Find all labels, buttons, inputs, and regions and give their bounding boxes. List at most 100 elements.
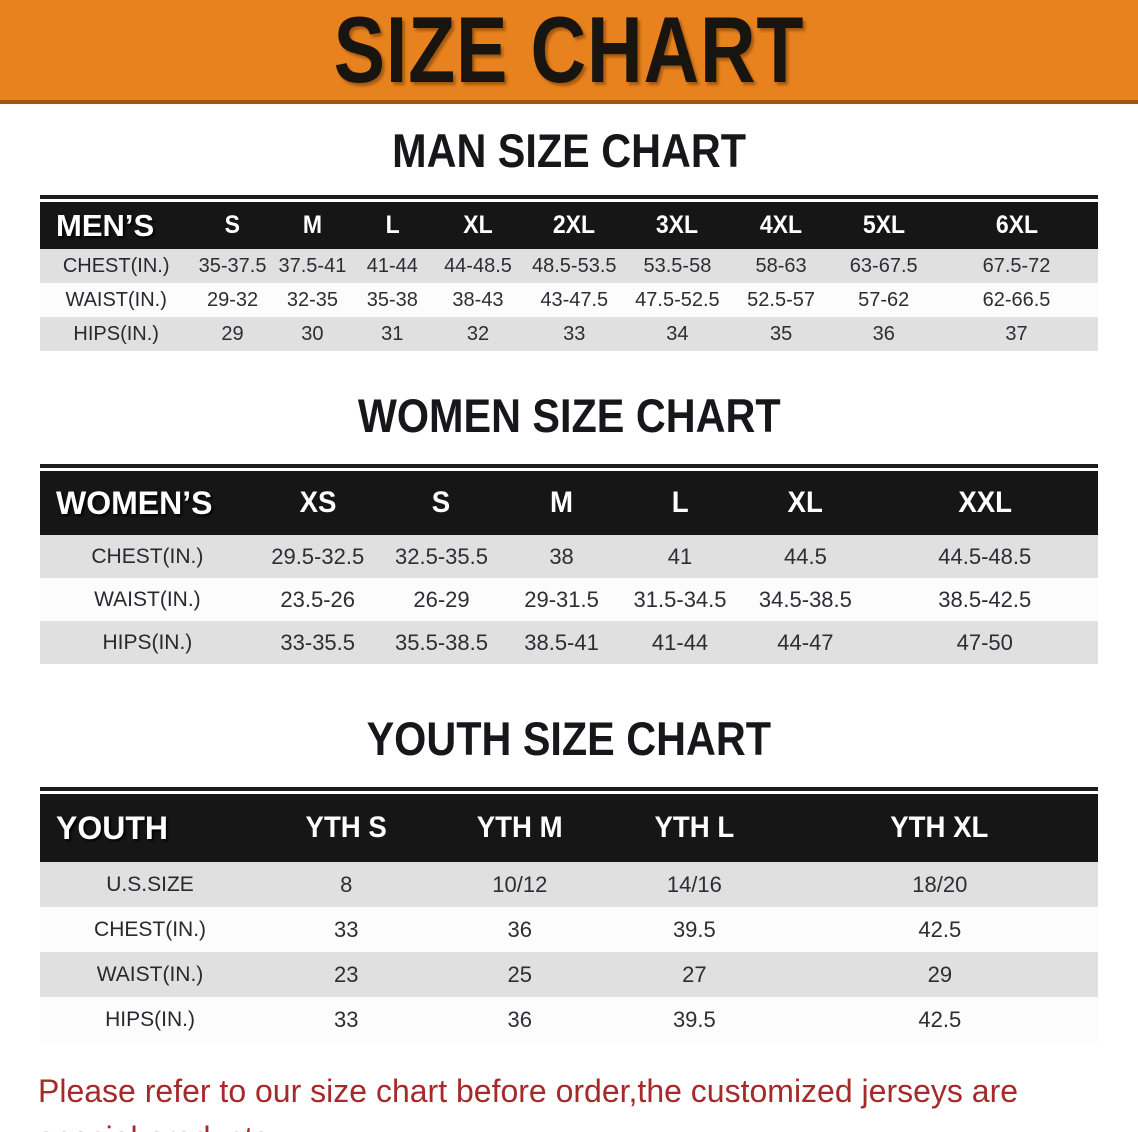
- table-row: WAIST(IN.) 23.5-26 26-29 29-31.5 31.5-34.5 34…: [40, 578, 1098, 621]
- size-value-cell: 39.5: [607, 907, 782, 952]
- column-header-label: XS: [299, 486, 337, 519]
- size-value-cell: 25: [432, 952, 608, 997]
- table-row: CHEST(IN.) 29.5-32.5 32.5-35.5 38 41 44.5 44.5…: [40, 535, 1098, 578]
- table-header-row: MEN’S S M L XL 2XL 3XL 4XL 5XL 6XL: [40, 202, 1098, 249]
- size-value-cell: 35-37.5: [192, 249, 273, 283]
- size-value-cell: 29-32: [192, 283, 273, 317]
- women-size-table: WOMEN’S XS S M L XL XXL CHEST(IN.) 29.5-32.5 32.5…: [40, 471, 1098, 664]
- women-heading-text: WOMEN SIZE CHART: [357, 389, 781, 442]
- column-header: M: [502, 471, 621, 535]
- table-group-label: MEN’S: [40, 202, 193, 249]
- column-header-label: YTH M: [476, 811, 563, 844]
- size-value-cell: 44-48.5: [432, 249, 524, 283]
- size-value-cell: 33-35.5: [254, 621, 381, 664]
- size-value-cell: 30: [272, 317, 353, 351]
- size-value-cell: 27: [607, 952, 782, 997]
- size-value-cell: 63-67.5: [832, 249, 936, 283]
- row-label: WAIST(IN.): [40, 578, 255, 621]
- column-header-label: XL: [463, 211, 493, 239]
- size-value-cell: 44.5-48.5: [871, 535, 1098, 578]
- column-header-label: YTH XL: [890, 811, 989, 844]
- table-row: WAIST(IN.) 23 25 27 29: [40, 952, 1098, 997]
- men-table-top-rule: [40, 195, 1098, 199]
- column-header: 4XL: [729, 202, 833, 249]
- size-value-cell: 36: [432, 907, 608, 952]
- women-table-top-rule: [40, 464, 1098, 468]
- size-value-cell: 35: [729, 317, 833, 351]
- size-value-cell: 29.5-32.5: [254, 535, 381, 578]
- size-value-cell: 32-35: [272, 283, 353, 317]
- size-value-cell: 47.5-52.5: [625, 283, 730, 317]
- size-value-cell: 47-50: [871, 621, 1098, 664]
- row-label: HIPS(IN.): [40, 621, 255, 664]
- size-value-cell: 37: [935, 317, 1098, 351]
- table-row: U.S.SIZE 8 10/12 14/16 18/20: [40, 862, 1098, 907]
- column-header: 6XL: [935, 202, 1098, 249]
- size-value-cell: 29-31.5: [502, 578, 621, 621]
- size-value-cell: 8: [260, 862, 433, 907]
- column-header: YTH M: [432, 794, 608, 862]
- size-value-cell: 44-47: [739, 621, 872, 664]
- row-label: WAIST(IN.): [40, 283, 193, 317]
- size-value-cell: 33: [523, 317, 626, 351]
- column-header: YTH L: [607, 794, 782, 862]
- size-value-cell: 36: [432, 997, 608, 1042]
- size-value-cell: 58-63: [729, 249, 833, 283]
- column-header-label: 6XL: [995, 211, 1038, 239]
- column-header: 5XL: [832, 202, 936, 249]
- column-header: 2XL: [523, 202, 626, 249]
- table-group-label: WOMEN’S: [40, 471, 255, 535]
- column-header: L: [620, 471, 740, 535]
- size-value-cell: 43-47.5: [523, 283, 626, 317]
- size-value-cell: 52.5-57: [729, 283, 833, 317]
- column-header-label: XL: [787, 486, 824, 519]
- table-row: CHEST(IN.) 35-37.5 37.5-41 41-44 44-48.5 48.5…: [40, 249, 1098, 283]
- row-label: HIPS(IN.): [40, 317, 193, 351]
- column-header: XL: [432, 202, 524, 249]
- men-size-section: MAN SIZE CHART MEN’S S M L XL 2XL 3XL 4XL 5XL 6XL…: [0, 126, 1138, 351]
- row-label: CHEST(IN.): [40, 907, 261, 952]
- size-value-cell: 29: [781, 952, 1098, 997]
- column-header-label: 4XL: [759, 211, 803, 239]
- column-header-label: M: [550, 486, 574, 519]
- row-label: HIPS(IN.): [40, 997, 261, 1042]
- column-header-label: S: [432, 486, 451, 519]
- column-header-label: YTH S: [305, 811, 387, 844]
- column-header: YTH XL: [781, 794, 1098, 862]
- size-value-cell: 14/16: [607, 862, 782, 907]
- size-value-cell: 23.5-26: [254, 578, 381, 621]
- men-size-table: MEN’S S M L XL 2XL 3XL 4XL 5XL 6XL CHEST(IN.) 35-37…: [40, 202, 1098, 351]
- row-label: WAIST(IN.): [40, 952, 261, 997]
- column-header-label: L: [385, 211, 400, 239]
- column-header-label: YTH L: [654, 811, 735, 844]
- table-row: HIPS(IN.) 33-35.5 35.5-38.5 38.5-41 41-44 44-…: [40, 621, 1098, 664]
- youth-heading-text: YOUTH SIZE CHART: [366, 712, 772, 765]
- column-header-label: 2XL: [553, 211, 596, 239]
- order-disclaimer: Please refer to our size chart before or…: [38, 1068, 1100, 1132]
- size-value-cell: 35-38: [352, 283, 433, 317]
- table-row: CHEST(IN.) 33 36 39.5 42.5: [40, 907, 1098, 952]
- size-value-cell: 38: [502, 535, 621, 578]
- disclaimer-line-1: Please refer to our size chart before or…: [38, 1073, 1019, 1132]
- row-label: CHEST(IN.): [40, 535, 255, 578]
- column-header: 3XL: [625, 202, 730, 249]
- men-section-heading: MAN SIZE CHART: [0, 126, 1138, 185]
- column-header-label: M: [302, 211, 322, 239]
- column-header: XS: [254, 471, 381, 535]
- size-value-cell: 31: [352, 317, 433, 351]
- column-header: S: [192, 202, 273, 249]
- size-value-cell: 38.5-42.5: [871, 578, 1098, 621]
- size-chart-banner: SIZE CHART: [0, 0, 1138, 104]
- size-value-cell: 23: [260, 952, 433, 997]
- size-value-cell: 33: [260, 997, 433, 1042]
- table-row: HIPS(IN.) 33 36 39.5 42.5: [40, 997, 1098, 1042]
- column-header: XXL: [871, 471, 1098, 535]
- size-value-cell: 34: [625, 317, 730, 351]
- size-value-cell: 57-62: [832, 283, 936, 317]
- size-value-cell: 42.5: [781, 907, 1098, 952]
- size-value-cell: 32: [432, 317, 524, 351]
- women-size-section: WOMEN SIZE CHART WOMEN’S XS S M L XL XXL CHEST(…: [0, 391, 1138, 664]
- size-value-cell: 10/12: [432, 862, 608, 907]
- size-value-cell: 67.5-72: [935, 249, 1098, 283]
